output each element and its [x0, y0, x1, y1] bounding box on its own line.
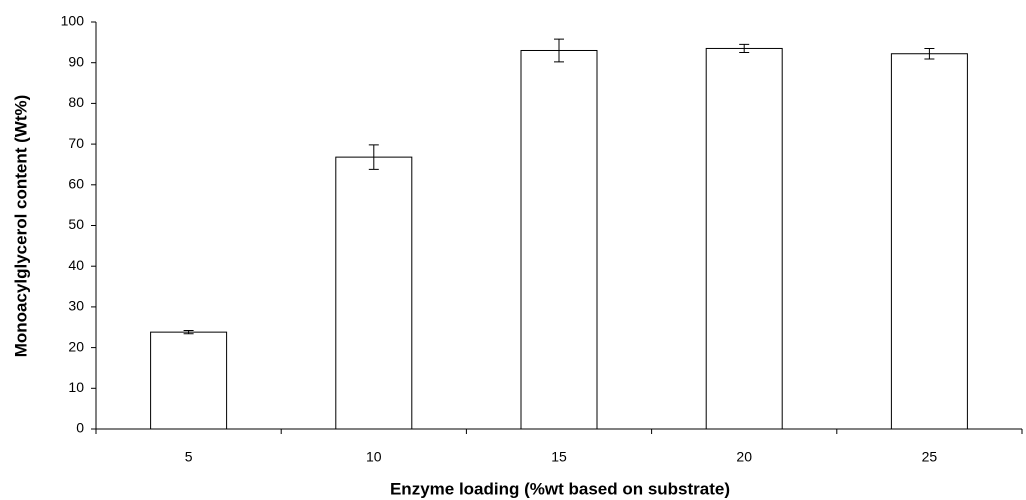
y-tick-label: 100 — [61, 13, 85, 29]
y-tick-label: 80 — [68, 94, 84, 110]
error-bar — [739, 43, 750, 54]
x-tick-label: 20 — [736, 449, 752, 465]
error-bar — [183, 330, 194, 335]
error-bar — [554, 38, 564, 63]
y-tick-label: 60 — [68, 176, 84, 192]
y-tick-label: 0 — [76, 420, 84, 436]
y-tick-label: 10 — [68, 379, 84, 395]
bar — [520, 49, 598, 430]
y-tick-label: 20 — [68, 338, 84, 354]
bar — [705, 47, 783, 430]
y-axis-title: Monoacylglycerol content (Wt%) — [11, 95, 30, 358]
x-tick-label: 10 — [366, 449, 382, 465]
bar — [335, 156, 413, 430]
y-tick-label: 70 — [68, 135, 84, 151]
error-bar — [368, 144, 379, 170]
y-tick-label: 40 — [68, 257, 84, 273]
error-bar — [924, 47, 935, 60]
bar — [890, 53, 968, 430]
bar — [150, 331, 228, 430]
y-tick-label: 90 — [68, 53, 84, 69]
x-tick-label: 15 — [551, 449, 567, 465]
x-tick-label: 25 — [922, 449, 938, 465]
y-tick-label: 30 — [68, 298, 84, 314]
x-tick-label: 5 — [185, 449, 193, 465]
y-tick-label: 50 — [68, 216, 84, 232]
x-axis-title: Enzyme loading (%wt based on substrate) — [390, 479, 730, 498]
